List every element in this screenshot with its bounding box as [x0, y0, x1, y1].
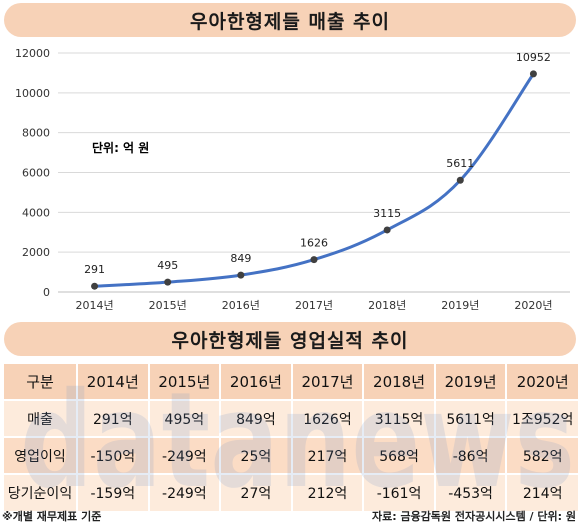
- row-label: 매출: [2, 399, 77, 437]
- table-cell: 1626억: [290, 399, 364, 437]
- header-cell: 구분: [2, 362, 77, 400]
- table-cell: -453억: [433, 473, 507, 511]
- table-cell: -150억: [76, 436, 149, 474]
- data-point: [164, 278, 172, 286]
- x-tick-label: 2017년: [295, 299, 333, 312]
- y-tick-label: 8000: [22, 127, 50, 140]
- series-line: [93, 72, 535, 288]
- data-point: [383, 226, 391, 234]
- y-tick-label: 12000: [15, 47, 50, 60]
- header-cell: 2020년: [505, 362, 578, 400]
- table-cell: -161억: [362, 473, 435, 511]
- table-cell: -249억: [147, 436, 221, 474]
- y-tick-label: 2000: [22, 246, 50, 259]
- table-title: 우아한형제들 영업실적 추이: [171, 329, 409, 352]
- y-axis-ticks: 0 2000 4000 6000 8000 10000 12000: [15, 47, 50, 299]
- y-tick-label: 4000: [22, 206, 50, 219]
- data-label: 1626: [300, 237, 328, 250]
- data-point: [91, 282, 99, 290]
- series-line-layer: [93, 72, 535, 288]
- x-axis-ticks: 2014년 2015년 2016년 2017년 2018년 2019년 2020년: [76, 299, 553, 312]
- performance-table: 구분 2014년 2015년 2016년 2017년 2018년 2019년 2…: [2, 362, 578, 511]
- x-tick-label: 2019년: [441, 299, 479, 312]
- data-labels: 291 495 849 1626 3115 5611 10952: [84, 51, 551, 276]
- table-cell: -249억: [147, 473, 221, 511]
- header-cell: 2015년: [147, 362, 221, 400]
- table-header-row: 구분 2014년 2015년 2016년 2017년 2018년 2019년 2…: [2, 362, 578, 400]
- header-cell: 2016년: [219, 362, 292, 400]
- unit-note: 단위: 억 원: [92, 140, 149, 155]
- y-tick-label: 0: [43, 286, 50, 299]
- chart-title: 우아한형제들 매출 추이: [189, 10, 391, 33]
- data-label: 10952: [516, 51, 551, 64]
- data-label: 3115: [373, 207, 401, 220]
- table-cell: 568억: [362, 436, 435, 474]
- chart-title-banner: 우아한형제들 매출 추이: [4, 3, 576, 37]
- x-tick-label: 2020년: [514, 299, 552, 312]
- data-label: 495: [157, 259, 178, 272]
- table-row-revenue: 매출 291억 495억 849억 1626억 3115억 5611억 1조95…: [2, 399, 578, 437]
- x-tick-label: 2018년: [368, 299, 406, 312]
- header-cell: 2014년: [76, 362, 149, 400]
- data-points: [91, 70, 537, 290]
- y-tick-label: 10000: [15, 87, 50, 100]
- data-point: [529, 70, 537, 78]
- table-cell: -86억: [433, 436, 507, 474]
- table-cell: 212억: [290, 473, 364, 511]
- row-label: 당기순이익: [2, 473, 77, 511]
- data-point: [456, 176, 464, 184]
- table-cell: 214억: [505, 473, 578, 511]
- table-cell: 27억: [219, 473, 292, 511]
- y-tick-label: 6000: [22, 167, 50, 180]
- table-row-net-income: 당기순이익 -159억 -249억 27억 212억 -161억 -453억 2…: [2, 473, 578, 511]
- header-cell: 2017년: [290, 362, 364, 400]
- data-point: [310, 256, 318, 264]
- table-cell: 1조952억: [505, 399, 578, 437]
- data-label: 291: [84, 263, 105, 276]
- data-label: 849: [230, 252, 251, 265]
- table-cell: 495억: [147, 399, 221, 437]
- x-tick-label: 2015년: [149, 299, 187, 312]
- table-cell: 25억: [219, 436, 292, 474]
- table-cell: 849억: [219, 399, 292, 437]
- table-row-operating-profit: 영업이익 -150억 -249억 25억 217억 568억 -86억 582억: [2, 436, 578, 474]
- table-cell: 291억: [76, 399, 149, 437]
- row-label: 영업이익: [2, 436, 77, 474]
- table-cell: -159억: [76, 473, 149, 511]
- table-cell: 3115억: [362, 399, 435, 437]
- x-tick-label: 2016년: [222, 299, 260, 312]
- table-title-banner: 우아한형제들 영업실적 추이: [4, 322, 576, 356]
- grid-lines: [58, 52, 570, 293]
- data-point: [237, 271, 245, 279]
- header-cell: 2019년: [433, 362, 507, 400]
- footer-source: 자료: 금융감독원 전자공시시스템 / 단위: 원: [371, 510, 576, 523]
- data-label: 5611: [446, 157, 474, 170]
- table-cell: 582억: [505, 436, 578, 474]
- x-tick-label: 2014년: [76, 299, 114, 312]
- header-cell: 2018년: [362, 362, 435, 400]
- table-cell: 5611억: [433, 399, 507, 437]
- table-cell: 217억: [290, 436, 364, 474]
- footer-note: ※개별 재무제표 기준: [2, 510, 102, 523]
